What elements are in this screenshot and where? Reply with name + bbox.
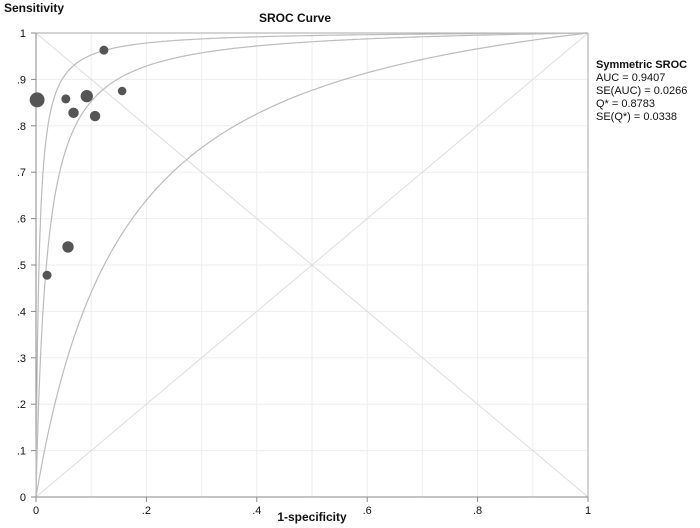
sroc-curve	[35, 32, 589, 497]
chart-title: SROC Curve	[259, 11, 331, 25]
y-tick-label: .7	[17, 167, 26, 179]
y-tick-label: 1	[20, 28, 26, 40]
study-point	[68, 107, 79, 119]
legend-title: Symmetric SROC	[596, 59, 688, 71]
study-point	[42, 270, 52, 280]
x-tick-label: .4	[252, 505, 261, 517]
x-tick-label: .2	[142, 505, 151, 517]
legend-se-auc: SE(AUC) = 0.0266	[596, 85, 688, 97]
x-tick-label: .6	[363, 505, 372, 517]
x-axis-label: 1-specificity	[277, 510, 347, 524]
y-tick-label: 0	[20, 492, 26, 504]
sroc-curve	[35, 32, 589, 498]
study-point	[29, 92, 45, 108]
study-point	[62, 241, 74, 253]
legend: Symmetric SROC AUC = 0.9407 SE(AUC) = 0.…	[596, 59, 687, 124]
y-tick-label: .1	[17, 446, 26, 458]
y-tick-label: .9	[17, 74, 26, 86]
y-axis-label: Sensitivity	[4, 1, 64, 15]
legend-auc: AUC = 0.9407	[596, 72, 666, 84]
y-tick-label: .8	[17, 121, 26, 133]
y-tick-label: .2	[17, 399, 26, 411]
x-tick-label: 0	[33, 505, 39, 517]
study-point	[99, 45, 109, 55]
legend-se-q: SE(Q*) = 0.0338	[596, 111, 678, 123]
x-tick-label: .8	[473, 505, 482, 517]
study-point	[89, 110, 101, 122]
study-point	[61, 94, 71, 104]
y-tick-label: .6	[17, 214, 26, 226]
y-tick-label: .4	[17, 306, 26, 318]
y-tick-label: .5	[17, 260, 26, 272]
x-tick-label: 1	[585, 505, 591, 517]
legend-q: Q* = 0.8783	[596, 98, 656, 110]
study-point	[80, 89, 93, 103]
study-point	[117, 86, 127, 96]
anti-diagonal-line	[35, 32, 589, 498]
y-tick-label: .3	[17, 353, 26, 365]
